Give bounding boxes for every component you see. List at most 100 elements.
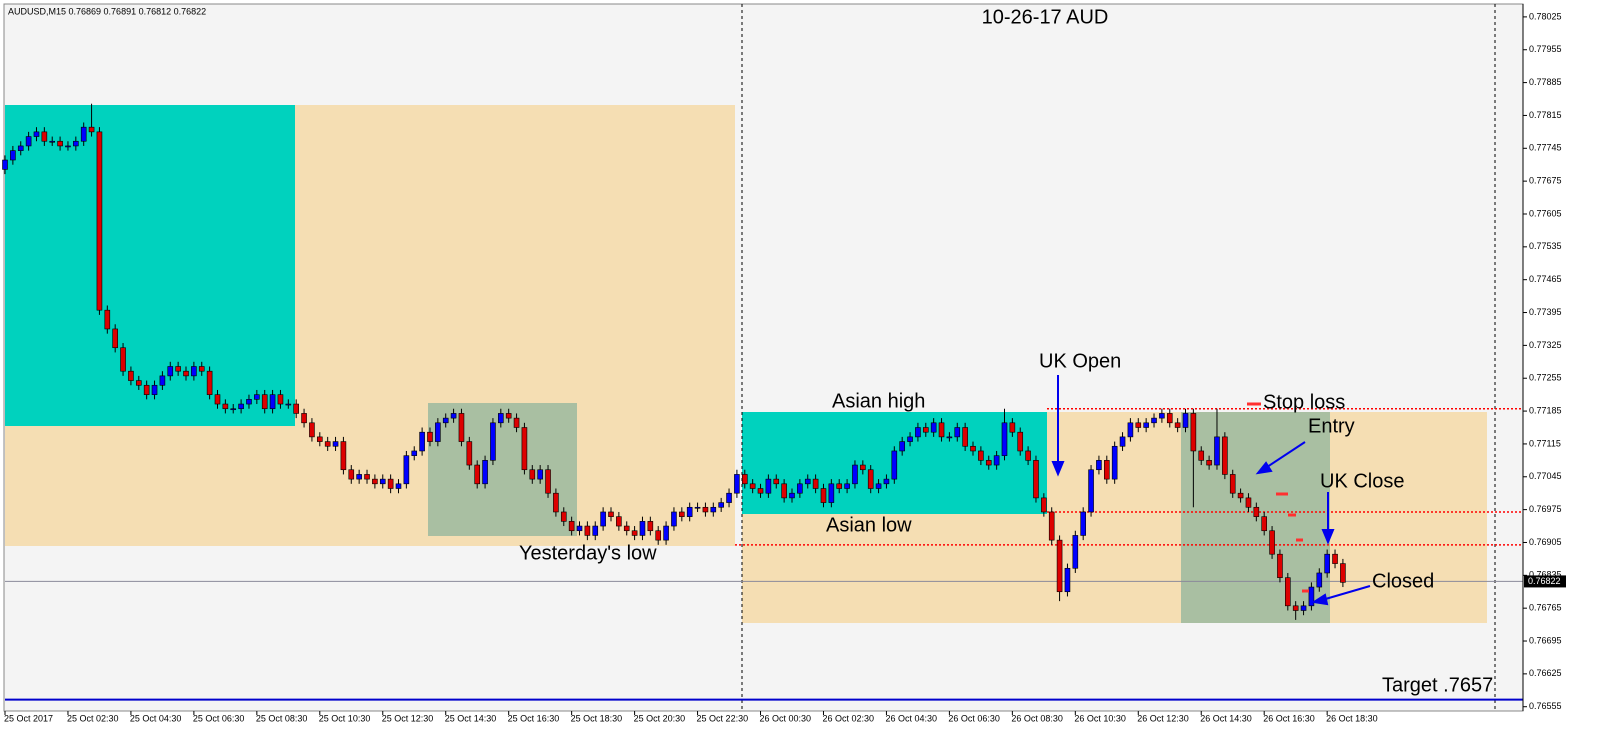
candle-body <box>1001 422 1008 456</box>
candle-body <box>741 474 748 485</box>
candle-body <box>702 506 709 513</box>
x-tick-label: 25 Oct 16:30 <box>508 713 560 723</box>
candle-body <box>978 450 984 461</box>
x-tick-label: 26 Oct 04:30 <box>885 713 937 723</box>
candle-body <box>899 441 905 452</box>
candle-body <box>17 145 24 151</box>
candle-body <box>505 413 512 419</box>
candle-body <box>332 441 339 447</box>
y-tick-label: 0.76555 <box>1529 701 1562 711</box>
candle-body <box>537 469 543 480</box>
x-tick-label: 25 Oct 04:30 <box>130 713 182 723</box>
x-tick-label: 26 Oct 14:30 <box>1200 713 1252 723</box>
candle-body <box>600 511 606 527</box>
candle-body <box>466 441 473 466</box>
candle-body <box>710 506 717 513</box>
candle-body <box>930 422 937 433</box>
candle-body <box>1135 422 1142 428</box>
candle-body <box>474 464 481 485</box>
candle-body <box>498 413 504 424</box>
candle-body <box>435 422 441 442</box>
candle-body <box>1033 460 1039 499</box>
candle-body <box>529 469 536 480</box>
y-tick-label: 0.77955 <box>1529 44 1562 54</box>
candle-body <box>946 436 953 439</box>
candle-body <box>1072 535 1079 569</box>
candle-body <box>73 140 79 147</box>
candle-body <box>560 511 567 522</box>
candle-body <box>222 403 229 410</box>
candle-body <box>993 455 1000 466</box>
candle-body <box>568 521 575 532</box>
candle-body <box>1198 450 1205 461</box>
candle-body <box>206 370 213 395</box>
candle-body <box>57 140 63 147</box>
candle-body <box>1151 417 1157 424</box>
candle-body <box>348 469 355 480</box>
y-tick-label: 0.77255 <box>1529 373 1562 383</box>
candle-body <box>1080 511 1086 536</box>
candle-body <box>836 483 843 489</box>
candle-body <box>191 366 197 377</box>
y-tick-label: 0.77045 <box>1529 471 1562 481</box>
candle-body <box>749 483 756 489</box>
candle-body <box>175 366 181 372</box>
x-tick-label: 25 Oct 06:30 <box>193 713 245 723</box>
candle-body <box>285 403 292 406</box>
x-tick-label: 26 Oct 08:30 <box>1011 713 1063 723</box>
candle-body <box>844 483 850 489</box>
candle-body <box>922 427 929 433</box>
candle-body <box>450 413 457 419</box>
candle-body <box>1009 422 1016 433</box>
candle-body <box>1292 605 1299 611</box>
x-tick-label: 25 Oct 02:30 <box>67 713 119 723</box>
candle-body <box>301 413 307 424</box>
candle-body <box>647 521 654 532</box>
candle-body <box>1214 436 1220 466</box>
x-tick-label: 25 Oct 18:30 <box>571 713 623 723</box>
x-tick-label: 25 Oct 20:30 <box>634 713 686 723</box>
candle-body <box>655 530 662 541</box>
y-tick-label: 0.77185 <box>1529 405 1562 415</box>
annotation: Yesterday's low <box>519 542 657 564</box>
candle-body <box>261 394 268 410</box>
candle-body <box>1159 413 1165 419</box>
candle-body <box>875 483 882 489</box>
arrow-head <box>1321 529 1335 545</box>
candle-body <box>183 370 189 377</box>
candle-body <box>757 488 764 494</box>
candle-body <box>316 436 323 442</box>
annotation: Asian high <box>832 390 925 412</box>
candle-body <box>663 525 669 541</box>
candle-body <box>1088 469 1094 513</box>
candle-body <box>395 483 402 489</box>
candle-body <box>734 474 740 494</box>
price-label: 0.76822 <box>1528 576 1561 586</box>
candle-body <box>1064 567 1071 593</box>
x-tick-label: 26 Oct 06:30 <box>948 713 1000 723</box>
chart-title: AUDUSD,M15 0.76869 0.76891 0.76812 0.768… <box>8 6 206 16</box>
y-tick-label: 0.77885 <box>1529 77 1562 87</box>
candle-body <box>403 455 410 485</box>
candle-body <box>584 525 591 536</box>
candle-body <box>576 525 583 532</box>
candle-body <box>616 516 622 527</box>
candle-body <box>80 126 87 142</box>
candle-body <box>427 431 433 442</box>
x-tick-label: 26 Oct 10:30 <box>1074 713 1126 723</box>
y-tick-label: 0.77535 <box>1529 241 1562 251</box>
candle-body <box>820 488 827 503</box>
candle-body <box>120 347 126 372</box>
candle-body <box>852 464 858 485</box>
candle-body <box>198 366 205 372</box>
y-tick-label: 0.77395 <box>1529 307 1562 317</box>
candle-body <box>718 502 724 508</box>
candle-body <box>679 511 685 517</box>
candle-body <box>1269 530 1275 555</box>
arrow <box>1321 585 1371 601</box>
us-session <box>1181 412 1330 623</box>
annotation-shapes <box>1051 375 1371 606</box>
candle-body <box>2 159 8 170</box>
y-tick-label: 0.76695 <box>1529 635 1562 645</box>
